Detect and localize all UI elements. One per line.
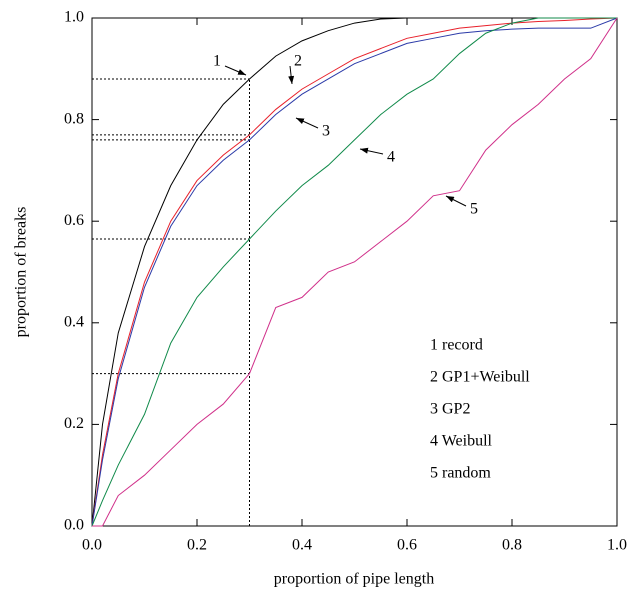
curve-arrow — [295, 117, 319, 129]
curve-label: 3 — [322, 123, 330, 140]
y-tick-label: 1.0 — [64, 9, 84, 26]
series-line — [91, 17, 617, 527]
y-tick-label: 0.4 — [64, 313, 84, 330]
legend-label: 5 random — [430, 465, 491, 482]
curve-arrow — [359, 147, 384, 155]
legend-label: 3 GP2 — [430, 401, 470, 418]
y-axis-title: proportion of breaks — [13, 207, 30, 338]
series-line — [92, 17, 618, 527]
x-tick-label: 1.0 — [607, 537, 627, 554]
curve-label: 1 — [213, 53, 221, 70]
y-tick-label: 0.0 — [64, 517, 84, 534]
x-tick-label: 0.2 — [187, 537, 207, 554]
series-line — [91, 17, 617, 527]
curve-label: 2 — [294, 53, 302, 70]
x-axis-title: proportion of pipe length — [274, 571, 434, 588]
x-tick-label: 0.4 — [292, 537, 312, 554]
legend-label: 2 GP1+Weibull — [430, 369, 530, 386]
y-tick-label: 0.8 — [64, 110, 84, 127]
x-tick-label: 0.8 — [502, 537, 522, 554]
y-tick-label: 0.6 — [64, 212, 84, 229]
plot-frame — [91, 17, 618, 527]
x-tick-label: 0.0 — [82, 537, 102, 554]
x-tick-label: 0.6 — [397, 537, 417, 554]
legend-label: 1 record — [430, 337, 483, 354]
legend-label: 4 Weibull — [430, 433, 493, 450]
curve-arrow — [445, 195, 467, 207]
curve-arrow — [224, 65, 247, 76]
curve-label: 4 — [387, 149, 395, 166]
series-line — [91, 17, 618, 527]
series-line — [91, 17, 618, 527]
curve-label: 5 — [470, 201, 478, 218]
curve-arrow — [288, 65, 295, 85]
y-tick-label: 0.2 — [64, 415, 84, 432]
